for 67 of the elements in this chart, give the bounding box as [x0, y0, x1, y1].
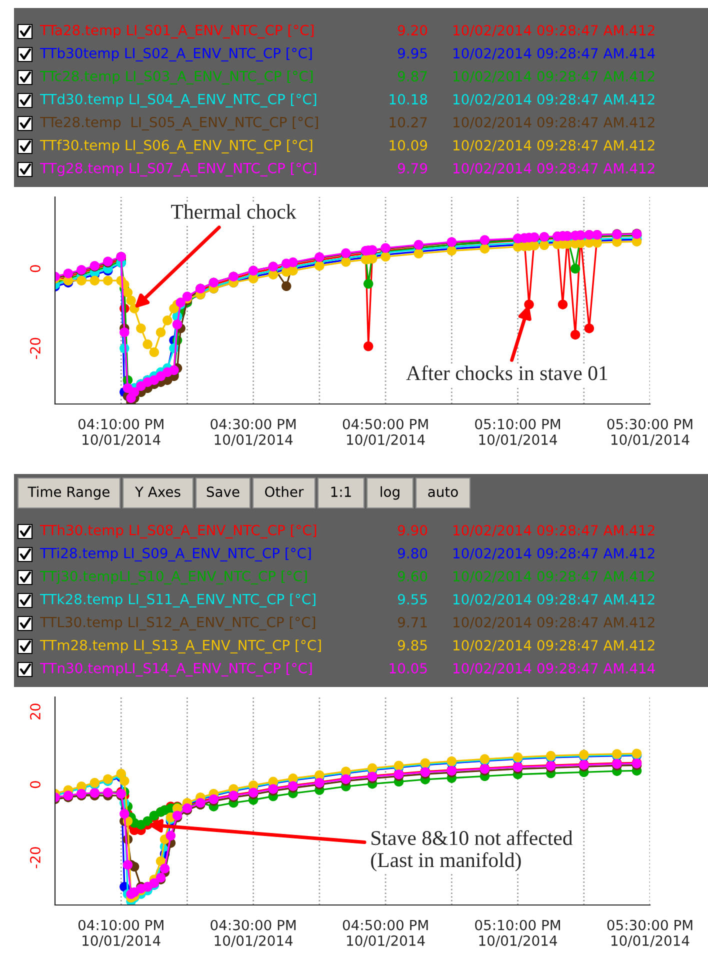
text: 10.05 — [390, 663, 427, 674]
text: 9.79 — [398, 163, 428, 174]
text: 10/02/2014 09:28:47 AM.412 — [454, 25, 654, 37]
text: 10.27 — [390, 117, 427, 128]
text: 9.55 — [398, 594, 427, 605]
y-tick-label: 20 — [30, 704, 41, 720]
x-tick-label: 05:10:00 PM 10/01/2014 — [475, 418, 560, 446]
text: auto — [428, 487, 458, 498]
text: 9.80 — [398, 548, 428, 559]
text: Y Axes — [134, 486, 180, 498]
annotation: Stave 8&10 not affected (Last in manifold) — [371, 830, 573, 872]
annotation: Thermal chock — [171, 204, 296, 219]
text: TTk28.temp LI_S11_A_ENV_NTC_CP [°C] — [40, 594, 316, 608]
text: 10/02/2014 09:28:47 AM.412 — [454, 640, 654, 652]
text: 10/02/2014 09:28:47 AM.414 — [454, 48, 655, 60]
text: TTa28.temp LI_S01_A_ENV_NTC_CP [°C] — [40, 24, 314, 38]
text: 10/02/2014 09:28:47 AM.412 — [454, 548, 654, 560]
text: TTh30.temp LI_S08_A_ENV_NTC_CP [°C] — [40, 524, 316, 538]
y-tick-label: -20 — [30, 847, 41, 868]
text: TTj30.tempLI_S10_A_ENV_NTC_CP [°C] — [40, 570, 307, 584]
annotation: After chocks in stave 01 — [406, 365, 608, 380]
text: 10.09 — [390, 140, 428, 151]
text: 1:1 — [331, 486, 351, 497]
text: Time Range — [28, 486, 110, 500]
text: 10/02/2014 09:28:47 AM.412 — [454, 594, 654, 606]
x-tick-label: 05:10:00 PM 10/01/2014 — [475, 920, 560, 947]
text: 10/02/2014 09:28:47 AM.412 — [454, 525, 654, 537]
x-tick-label: 04:10:00 PM 10/01/2014 — [78, 920, 164, 947]
text: TTd30.temp LI_S04_A_ENV_NTC_CP [°C] — [40, 94, 316, 108]
x-tick-label: 04:50:00 PM 10/01/2014 — [342, 920, 428, 947]
text: 9.20 — [398, 25, 428, 36]
y-tick-label: 0 — [30, 265, 41, 272]
text: Save — [206, 486, 240, 498]
text: TTL30.temp LI_S12_A_ENV_NTC_CP [°C] — [40, 616, 316, 630]
text: TTf30.temp LI_S06_A_ENV_NTC_CP [°C] — [40, 140, 312, 154]
text: 10/02/2014 09:28:47 AM.414 — [454, 663, 655, 675]
text: 9.60 — [398, 571, 428, 582]
text: TTn30.tempLI_S14_A_ENV_NTC_CP [°C] — [40, 662, 312, 676]
text: TTi28.temp LI_S09_A_ENV_NTC_CP [°C] — [40, 548, 311, 562]
text: log — [380, 486, 400, 500]
text: 10/02/2014 09:28:47 AM.412 — [454, 71, 654, 83]
x-tick-label: 04:30:00 PM 10/01/2014 — [210, 418, 296, 446]
text: 9.85 — [398, 640, 427, 651]
text: 9.71 — [398, 617, 427, 628]
x-tick-label: 05:30:00 PM 10/01/2014 — [607, 920, 692, 947]
text: 10/02/2014 09:28:47 AM.412 — [454, 140, 654, 152]
y-tick-label: -20 — [30, 338, 41, 359]
x-tick-label: 05:30:00 PM 10/01/2014 — [607, 418, 692, 446]
text: TTb30temp LI_S02_A_ENV_NTC_CP [°C] — [40, 48, 312, 62]
text: 10/02/2014 09:28:47 AM.412 — [454, 94, 654, 106]
y-tick-label: 0 — [30, 781, 41, 788]
text: 10/02/2014 09:28:47 AM.412 — [454, 163, 654, 175]
text: 10.18 — [390, 94, 428, 105]
text: TTe28.temp LI_S05_A_ENV_NTC_CP [°C] — [40, 116, 318, 130]
text: 10/02/2014 09:28:47 AM.412 — [454, 617, 654, 629]
text: 9.87 — [398, 71, 427, 82]
text: 9.90 — [398, 525, 428, 536]
x-tick-label: 04:10:00 PM 10/01/2014 — [78, 418, 164, 446]
text: TTc28.temp LI_S03_A_ENV_NTC_CP [°C] — [40, 70, 313, 84]
text: TTg28.temp LI_S07_A_ENV_NTC_CP [°C] — [40, 162, 316, 176]
x-tick-label: 04:30:00 PM 10/01/2014 — [210, 920, 296, 947]
text: 10/02/2014 09:28:47 AM.412 — [454, 571, 654, 583]
text: 10/02/2014 09:28:47 AM.412 — [454, 117, 654, 129]
text: TTm28.temp LI_S13_A_ENV_NTC_CP [°C] — [40, 640, 321, 654]
x-tick-label: 04:50:00 PM 10/01/2014 — [342, 418, 428, 446]
text: Other — [265, 486, 304, 498]
text: 9.95 — [398, 48, 427, 59]
